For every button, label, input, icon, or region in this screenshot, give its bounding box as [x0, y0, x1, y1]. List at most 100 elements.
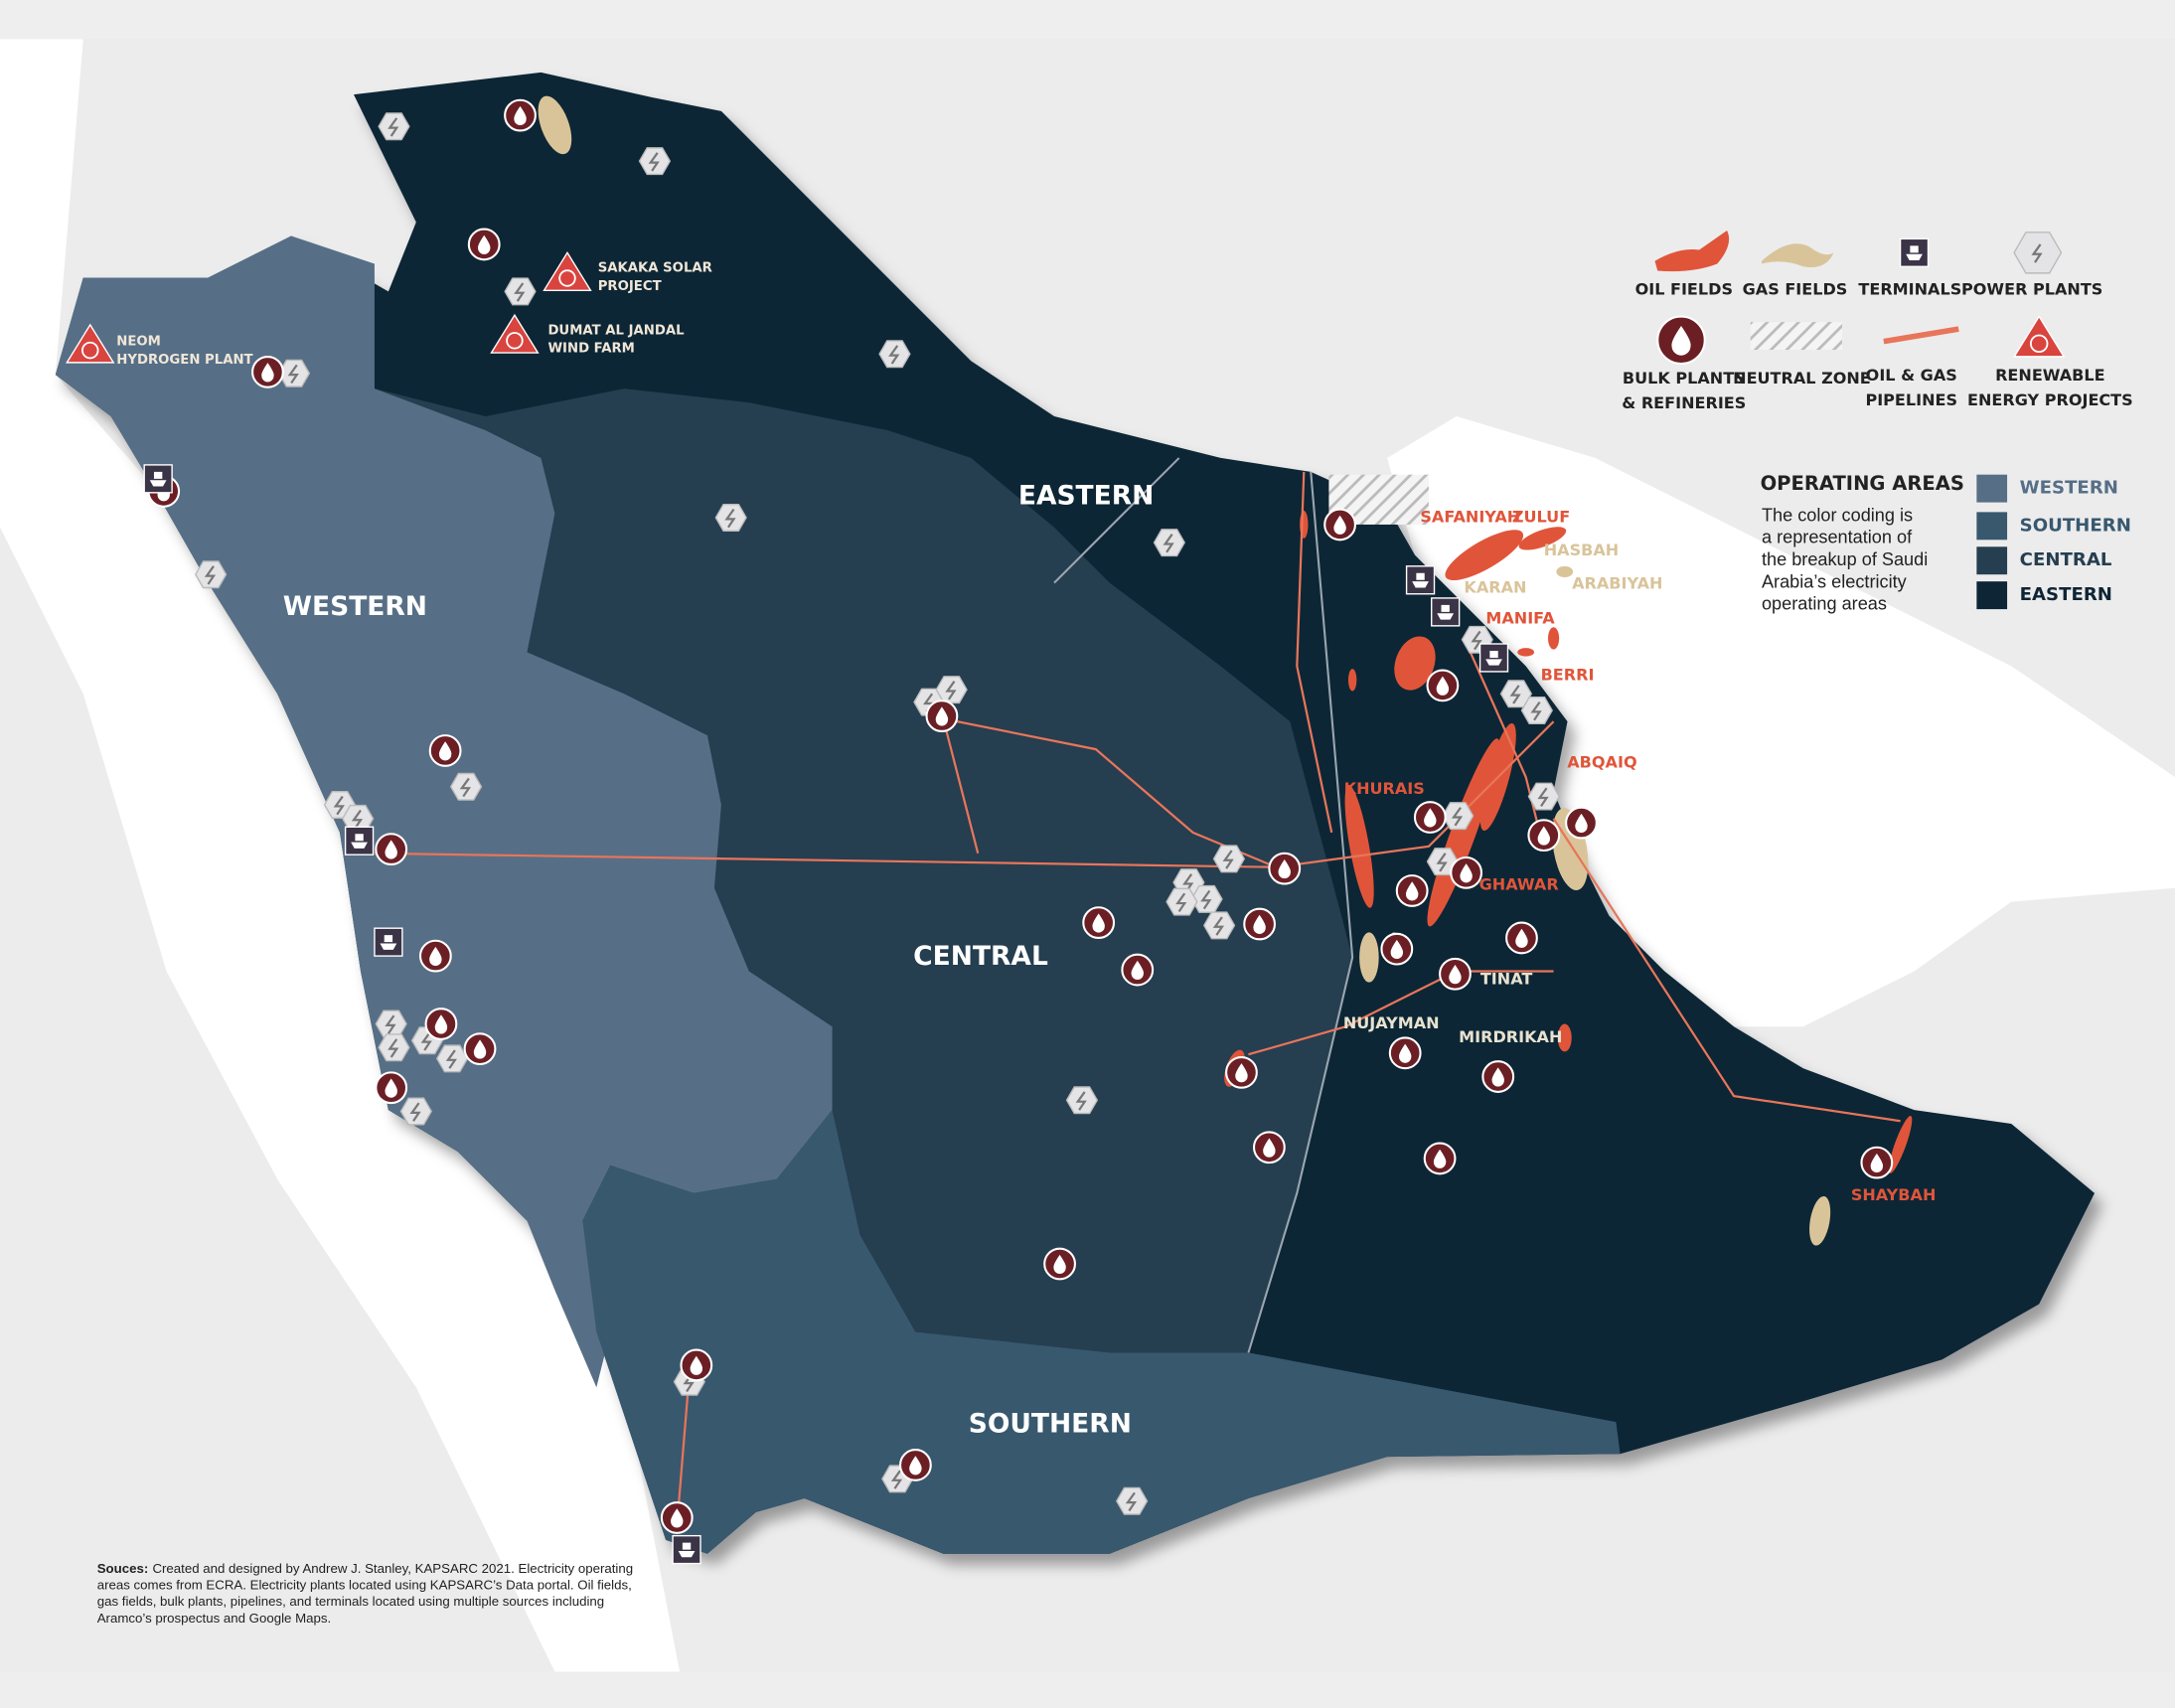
- drop: [1053, 1254, 1066, 1275]
- bolt: [385, 1014, 396, 1034]
- drop: [1870, 1153, 1884, 1173]
- bolt: [204, 565, 217, 585]
- drop: [1537, 826, 1551, 846]
- drop: [671, 1508, 684, 1528]
- bolt: [890, 1470, 903, 1489]
- project-label: WIND FARM: [547, 342, 634, 357]
- bolt: [351, 809, 364, 830]
- power-plant-icon: [638, 147, 672, 176]
- sources-text: Aramco’s prospectus and Google Maps.: [97, 1611, 331, 1626]
- bulk-plant-icon: [1043, 1247, 1076, 1281]
- drop: [1491, 1067, 1504, 1087]
- bolt: [514, 282, 526, 302]
- bolt: [1163, 534, 1174, 553]
- bolt: [1200, 889, 1212, 910]
- bulk-plant-icon: [418, 939, 452, 973]
- central-area: [374, 388, 1353, 1353]
- bulk-plant-icon: [467, 228, 501, 261]
- legend-label: ENERGY PROJECTS: [1967, 390, 2133, 409]
- drop: [473, 1039, 487, 1059]
- field-area: [1547, 627, 1560, 650]
- bulk-plant-icon: [1388, 1036, 1422, 1070]
- field-label: MIRDRIKAH: [1459, 1027, 1562, 1046]
- drop: [1460, 863, 1473, 883]
- bolt: [1530, 700, 1542, 721]
- legend-pipeline: [1883, 326, 1959, 345]
- area-swatch: [1976, 546, 2008, 575]
- bolt: [445, 1049, 457, 1069]
- bolt: [1537, 787, 1549, 807]
- drop: [1515, 928, 1528, 948]
- power-plant-icon: [1202, 911, 1236, 940]
- hexagon: [1116, 1486, 1149, 1515]
- drop: [1235, 1063, 1248, 1083]
- power-plant-icon: [435, 1044, 469, 1073]
- hexagon: [195, 560, 228, 589]
- bolt: [724, 508, 736, 529]
- area-swatch: [1976, 474, 2008, 503]
- triangle: [543, 250, 592, 291]
- drop: [1575, 813, 1588, 834]
- hexagon: [935, 676, 968, 704]
- field-area: [1517, 648, 1535, 657]
- bulk-plant-icon: [428, 734, 462, 767]
- operating-areas-text: the breakup of Saudi: [1762, 549, 1928, 569]
- bulk-plant-icon: [1225, 1055, 1258, 1089]
- field-area: [1347, 669, 1357, 692]
- pipeline: [1469, 651, 1541, 834]
- field-area: [1518, 527, 1567, 550]
- project-label: SAKAKA SOLAR: [598, 261, 712, 276]
- field-area: [1344, 784, 1374, 908]
- bolt: [420, 1031, 432, 1051]
- drop: [1333, 515, 1346, 535]
- bolt: [648, 152, 660, 172]
- bulk-plant-icon: [660, 1501, 694, 1534]
- bolt: [1212, 916, 1225, 936]
- ship: [1437, 604, 1455, 620]
- field-area: [1888, 1116, 1913, 1173]
- power-plant-icon: [277, 359, 311, 388]
- bolt: [1471, 630, 1482, 651]
- field-label: ARABIYAH: [1572, 573, 1662, 592]
- legend-neutral: [1750, 322, 1842, 351]
- field-label: MANIFA: [1485, 608, 1555, 627]
- legend-label: BULK PLANTS: [1623, 369, 1746, 388]
- power-plant-icon: [1520, 697, 1553, 725]
- hexagon: [1065, 1086, 1099, 1115]
- project-label: NEOM: [116, 335, 161, 350]
- hexagon: [378, 1033, 410, 1062]
- bulk-plant-icon: [251, 355, 284, 388]
- legend-oil: [1654, 230, 1730, 272]
- drop: [1671, 326, 1691, 356]
- bolt: [287, 364, 299, 385]
- power-plant-icon: [1426, 848, 1460, 876]
- triangle: [66, 323, 115, 364]
- legend-label: OIL FIELDS: [1635, 280, 1733, 299]
- power-plant-icon: [714, 503, 747, 532]
- bulk-plant-icon: [504, 98, 537, 132]
- drop: [261, 363, 274, 383]
- renewable-icon: [490, 313, 540, 354]
- bolt: [459, 777, 471, 798]
- project-label: PROJECT: [598, 279, 662, 294]
- triangle: [490, 313, 540, 354]
- hexagon: [1153, 529, 1186, 557]
- bulk-plant-icon: [925, 699, 959, 732]
- field-label: HASBAH: [1544, 541, 1620, 559]
- legend-label: & REFINERIES: [1622, 393, 1746, 412]
- field-area: [1557, 1023, 1572, 1052]
- field-label: ABQAIQ: [1567, 753, 1636, 772]
- drop: [1278, 858, 1291, 879]
- field-label: KHURAIS: [1344, 779, 1425, 798]
- bulk-plant-icon: [424, 1008, 458, 1040]
- drop: [434, 1014, 448, 1034]
- renewable-icon: [543, 250, 592, 291]
- drop: [385, 1078, 397, 1098]
- bolt: [1125, 1491, 1138, 1512]
- drop: [1424, 808, 1437, 828]
- power-plant-icon: [195, 560, 228, 589]
- hexagon: [2013, 232, 2063, 274]
- sources-text: Souces: Created and designed by Andrew J.…: [97, 1561, 633, 1576]
- power-plant-icon: [378, 1033, 410, 1062]
- region-label: SOUTHERN: [969, 1408, 1132, 1439]
